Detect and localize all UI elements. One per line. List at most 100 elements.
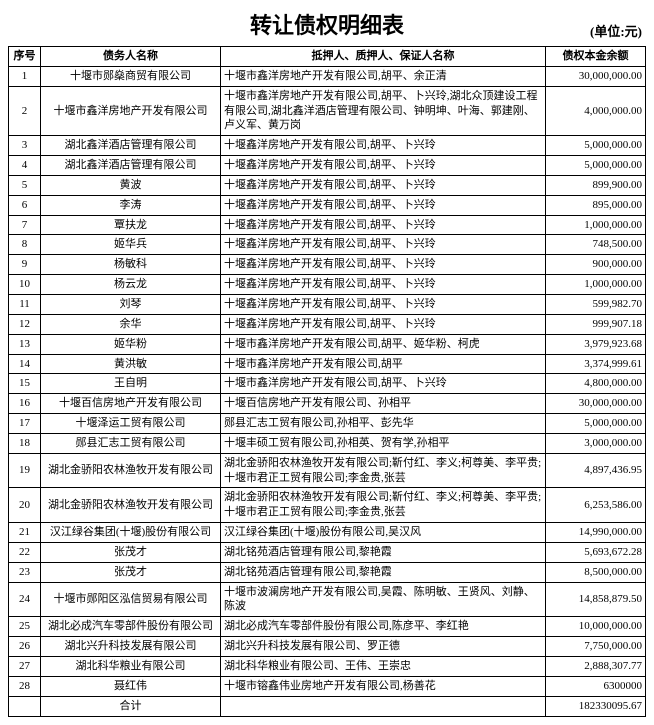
cell-amount: 3,374,999.61 xyxy=(546,354,646,374)
cell-debtor: 湖北鑫洋酒店管理有限公司 xyxy=(41,156,221,176)
cell-seq: 10 xyxy=(9,275,41,295)
table-row: 22张茂才湖北铭苑酒店管理有限公司,黎艳霞5,693,672.28 xyxy=(9,542,646,562)
table-row: 3湖北鑫洋酒店管理有限公司十堰鑫洋房地产开发有限公司,胡平、卜兴玲5,000,0… xyxy=(9,136,646,156)
cell-debtor: 杨云龙 xyxy=(41,275,221,295)
cell-amount: 30,000,000.00 xyxy=(546,394,646,414)
cell-guarantor: 汉江绿谷集团(十堰)股份有限公司,吴汉风 xyxy=(221,523,546,543)
cell-guarantor: 十堰市鑫洋房地产开发有限公司,胡平、卜兴玲,湖北众顶建设工程有限公司,湖北鑫洋酒… xyxy=(221,86,546,136)
cell-seq: 6 xyxy=(9,195,41,215)
cell-debtor: 湖北科华粮业有限公司 xyxy=(41,657,221,677)
cell-debtor: 湖北金骄阳农林渔牧开发有限公司 xyxy=(41,488,221,523)
cell-debtor: 姬华兵 xyxy=(41,235,221,255)
cell-seq: 24 xyxy=(9,582,41,617)
unit-label: (单位:元) xyxy=(590,21,642,40)
cell-debtor: 十堰百信房地产开发有限公司 xyxy=(41,394,221,414)
cell-amount: 14,990,000.00 xyxy=(546,523,646,543)
cell-amount: 1,000,000.00 xyxy=(546,275,646,295)
cell-seq: 25 xyxy=(9,617,41,637)
cell-seq: 14 xyxy=(9,354,41,374)
cell-amount: 895,000.00 xyxy=(546,195,646,215)
table-row: 11刘琴十堰鑫洋房地产开发有限公司,胡平、卜兴玲599,982.70 xyxy=(9,294,646,314)
cell-seq: 2 xyxy=(9,86,41,136)
cell-debtor: 湖北金骄阳农林渔牧开发有限公司 xyxy=(41,453,221,488)
table-row: 4湖北鑫洋酒店管理有限公司十堰鑫洋房地产开发有限公司,胡平、卜兴玲5,000,0… xyxy=(9,156,646,176)
table-row: 26湖北兴升科技发展有限公司湖北兴升科技发展有限公司、罗正德7,750,000.… xyxy=(9,637,646,657)
cell-seq: 12 xyxy=(9,314,41,334)
cell-debtor: 王自明 xyxy=(41,374,221,394)
cell-debtor: 十堰市郧燊商贸有限公司 xyxy=(41,66,221,86)
cell-debtor: 湖北鑫洋酒店管理有限公司 xyxy=(41,136,221,156)
cell-guarantor: 湖北科华粮业有限公司、王伟、王崇忠 xyxy=(221,657,546,677)
cell-seq: 7 xyxy=(9,215,41,235)
table-row: 24十堰市郧阳区泓信贸易有限公司十堰市波澜房地产开发有限公司,吴霞、陈明敏、王贤… xyxy=(9,582,646,617)
cell-debtor: 汉江绿谷集团(十堰)股份有限公司 xyxy=(41,523,221,543)
cell-amount: 6,253,586.00 xyxy=(546,488,646,523)
cell-total-label: 合计 xyxy=(41,696,221,716)
cell-amount: 5,000,000.00 xyxy=(546,156,646,176)
cell-amount: 3,979,923.68 xyxy=(546,334,646,354)
cell-seq: 11 xyxy=(9,294,41,314)
cell-amount: 5,000,000.00 xyxy=(546,414,646,434)
cell-guarantor: 湖北铭苑酒店管理有限公司,黎艳霞 xyxy=(221,542,546,562)
cell-seq: 27 xyxy=(9,657,41,677)
cell-seq: 19 xyxy=(9,453,41,488)
table-row: 7覃扶龙十堰鑫洋房地产开发有限公司,胡平、卜兴玲1,000,000.00 xyxy=(9,215,646,235)
cell-seq: 9 xyxy=(9,255,41,275)
cell-seq: 26 xyxy=(9,637,41,657)
cell-guarantor: 十堰鑫洋房地产开发有限公司,胡平、卜兴玲 xyxy=(221,275,546,295)
cell-amount: 999,907.18 xyxy=(546,314,646,334)
cell-guarantor: 湖北金骄阳农林渔牧开发有限公司;靳付红、李义;柯尊美、李平贵;十堰市君正工贸有限… xyxy=(221,453,546,488)
cell-debtor: 聂红伟 xyxy=(41,676,221,696)
debt-table: 序号 债务人名称 抵押人、质押人、保证人名称 债权本金余额 1十堰市郧燊商贸有限… xyxy=(8,46,646,717)
table-row: 12余华十堰鑫洋房地产开发有限公司,胡平、卜兴玲999,907.18 xyxy=(9,314,646,334)
cell-guarantor: 十堰丰硕工贸有限公司,孙相英、贺有学,孙相平 xyxy=(221,433,546,453)
cell-amount: 8,500,000.00 xyxy=(546,562,646,582)
table-row: 15王自明十堰市鑫洋房地产开发有限公司,胡平、卜兴玲4,800,000.00 xyxy=(9,374,646,394)
cell-amount: 6300000 xyxy=(546,676,646,696)
cell-debtor: 余华 xyxy=(41,314,221,334)
cell-amount: 7,750,000.00 xyxy=(546,637,646,657)
cell-seq: 20 xyxy=(9,488,41,523)
cell-amount: 4,800,000.00 xyxy=(546,374,646,394)
table-row: 21汉江绿谷集团(十堰)股份有限公司汉江绿谷集团(十堰)股份有限公司,吴汉风14… xyxy=(9,523,646,543)
cell-debtor: 张茂才 xyxy=(41,562,221,582)
cell-seq: 3 xyxy=(9,136,41,156)
table-row: 16十堰百信房地产开发有限公司十堰百信房地产开发有限公司、孙相平30,000,0… xyxy=(9,394,646,414)
table-row: 20湖北金骄阳农林渔牧开发有限公司湖北金骄阳农林渔牧开发有限公司;靳付红、李义;… xyxy=(9,488,646,523)
cell-debtor: 郧县汇志工贸有限公司 xyxy=(41,433,221,453)
table-row: 17十堰泽运工贸有限公司郧县汇志工贸有限公司,孙相平、彭先华5,000,000.… xyxy=(9,414,646,434)
cell-seq: 4 xyxy=(9,156,41,176)
table-row: 28聂红伟十堰市镕鑫伟业房地产开发有限公司,杨善花6300000 xyxy=(9,676,646,696)
cell-debtor: 张茂才 xyxy=(41,542,221,562)
cell-debtor: 刘琴 xyxy=(41,294,221,314)
cell-guarantor: 十堰鑫洋房地产开发有限公司,胡平、卜兴玲 xyxy=(221,156,546,176)
col-header-amount: 债权本金余额 xyxy=(546,47,646,67)
cell-amount: 748,500.00 xyxy=(546,235,646,255)
cell-guarantor: 十堰鑫洋房地产开发有限公司,胡平、卜兴玲 xyxy=(221,175,546,195)
cell-debtor: 李涛 xyxy=(41,195,221,215)
cell-guarantor: 湖北必成汽车零部件股份有限公司,陈彦平、李红艳 xyxy=(221,617,546,637)
cell-debtor: 黄波 xyxy=(41,175,221,195)
cell-guarantor: 湖北铭苑酒店管理有限公司,黎艳霞 xyxy=(221,562,546,582)
cell-amount: 899,900.00 xyxy=(546,175,646,195)
cell-amount: 5,000,000.00 xyxy=(546,136,646,156)
cell-total-mid xyxy=(221,696,546,716)
cell-amount: 2,888,307.77 xyxy=(546,657,646,677)
cell-debtor: 十堰市郧阳区泓信贸易有限公司 xyxy=(41,582,221,617)
table-row: 6李涛十堰鑫洋房地产开发有限公司,胡平、卜兴玲895,000.00 xyxy=(9,195,646,215)
cell-debtor: 十堰泽运工贸有限公司 xyxy=(41,414,221,434)
table-row: 9杨敏科十堰鑫洋房地产开发有限公司,胡平、卜兴玲900,000.00 xyxy=(9,255,646,275)
cell-seq: 22 xyxy=(9,542,41,562)
table-row: 27湖北科华粮业有限公司湖北科华粮业有限公司、王伟、王崇忠2,888,307.7… xyxy=(9,657,646,677)
cell-seq: 23 xyxy=(9,562,41,582)
cell-seq: 28 xyxy=(9,676,41,696)
cell-guarantor: 十堰鑫洋房地产开发有限公司,胡平、卜兴玲 xyxy=(221,255,546,275)
cell-debtor: 湖北必成汽车零部件股份有限公司 xyxy=(41,617,221,637)
cell-guarantor: 十堰市波澜房地产开发有限公司,吴霞、陈明敏、王贤风、刘静、陈波 xyxy=(221,582,546,617)
table-row: 5黄波十堰鑫洋房地产开发有限公司,胡平、卜兴玲899,900.00 xyxy=(9,175,646,195)
cell-amount: 3,000,000.00 xyxy=(546,433,646,453)
cell-guarantor: 湖北金骄阳农林渔牧开发有限公司;靳付红、李义;柯尊美、李平贵;十堰市君正工贸有限… xyxy=(221,488,546,523)
cell-guarantor: 十堰鑫洋房地产开发有限公司,胡平、卜兴玲 xyxy=(221,195,546,215)
cell-debtor: 黄洪敏 xyxy=(41,354,221,374)
cell-guarantor: 十堰市鑫洋房地产开发有限公司,胡平 xyxy=(221,354,546,374)
